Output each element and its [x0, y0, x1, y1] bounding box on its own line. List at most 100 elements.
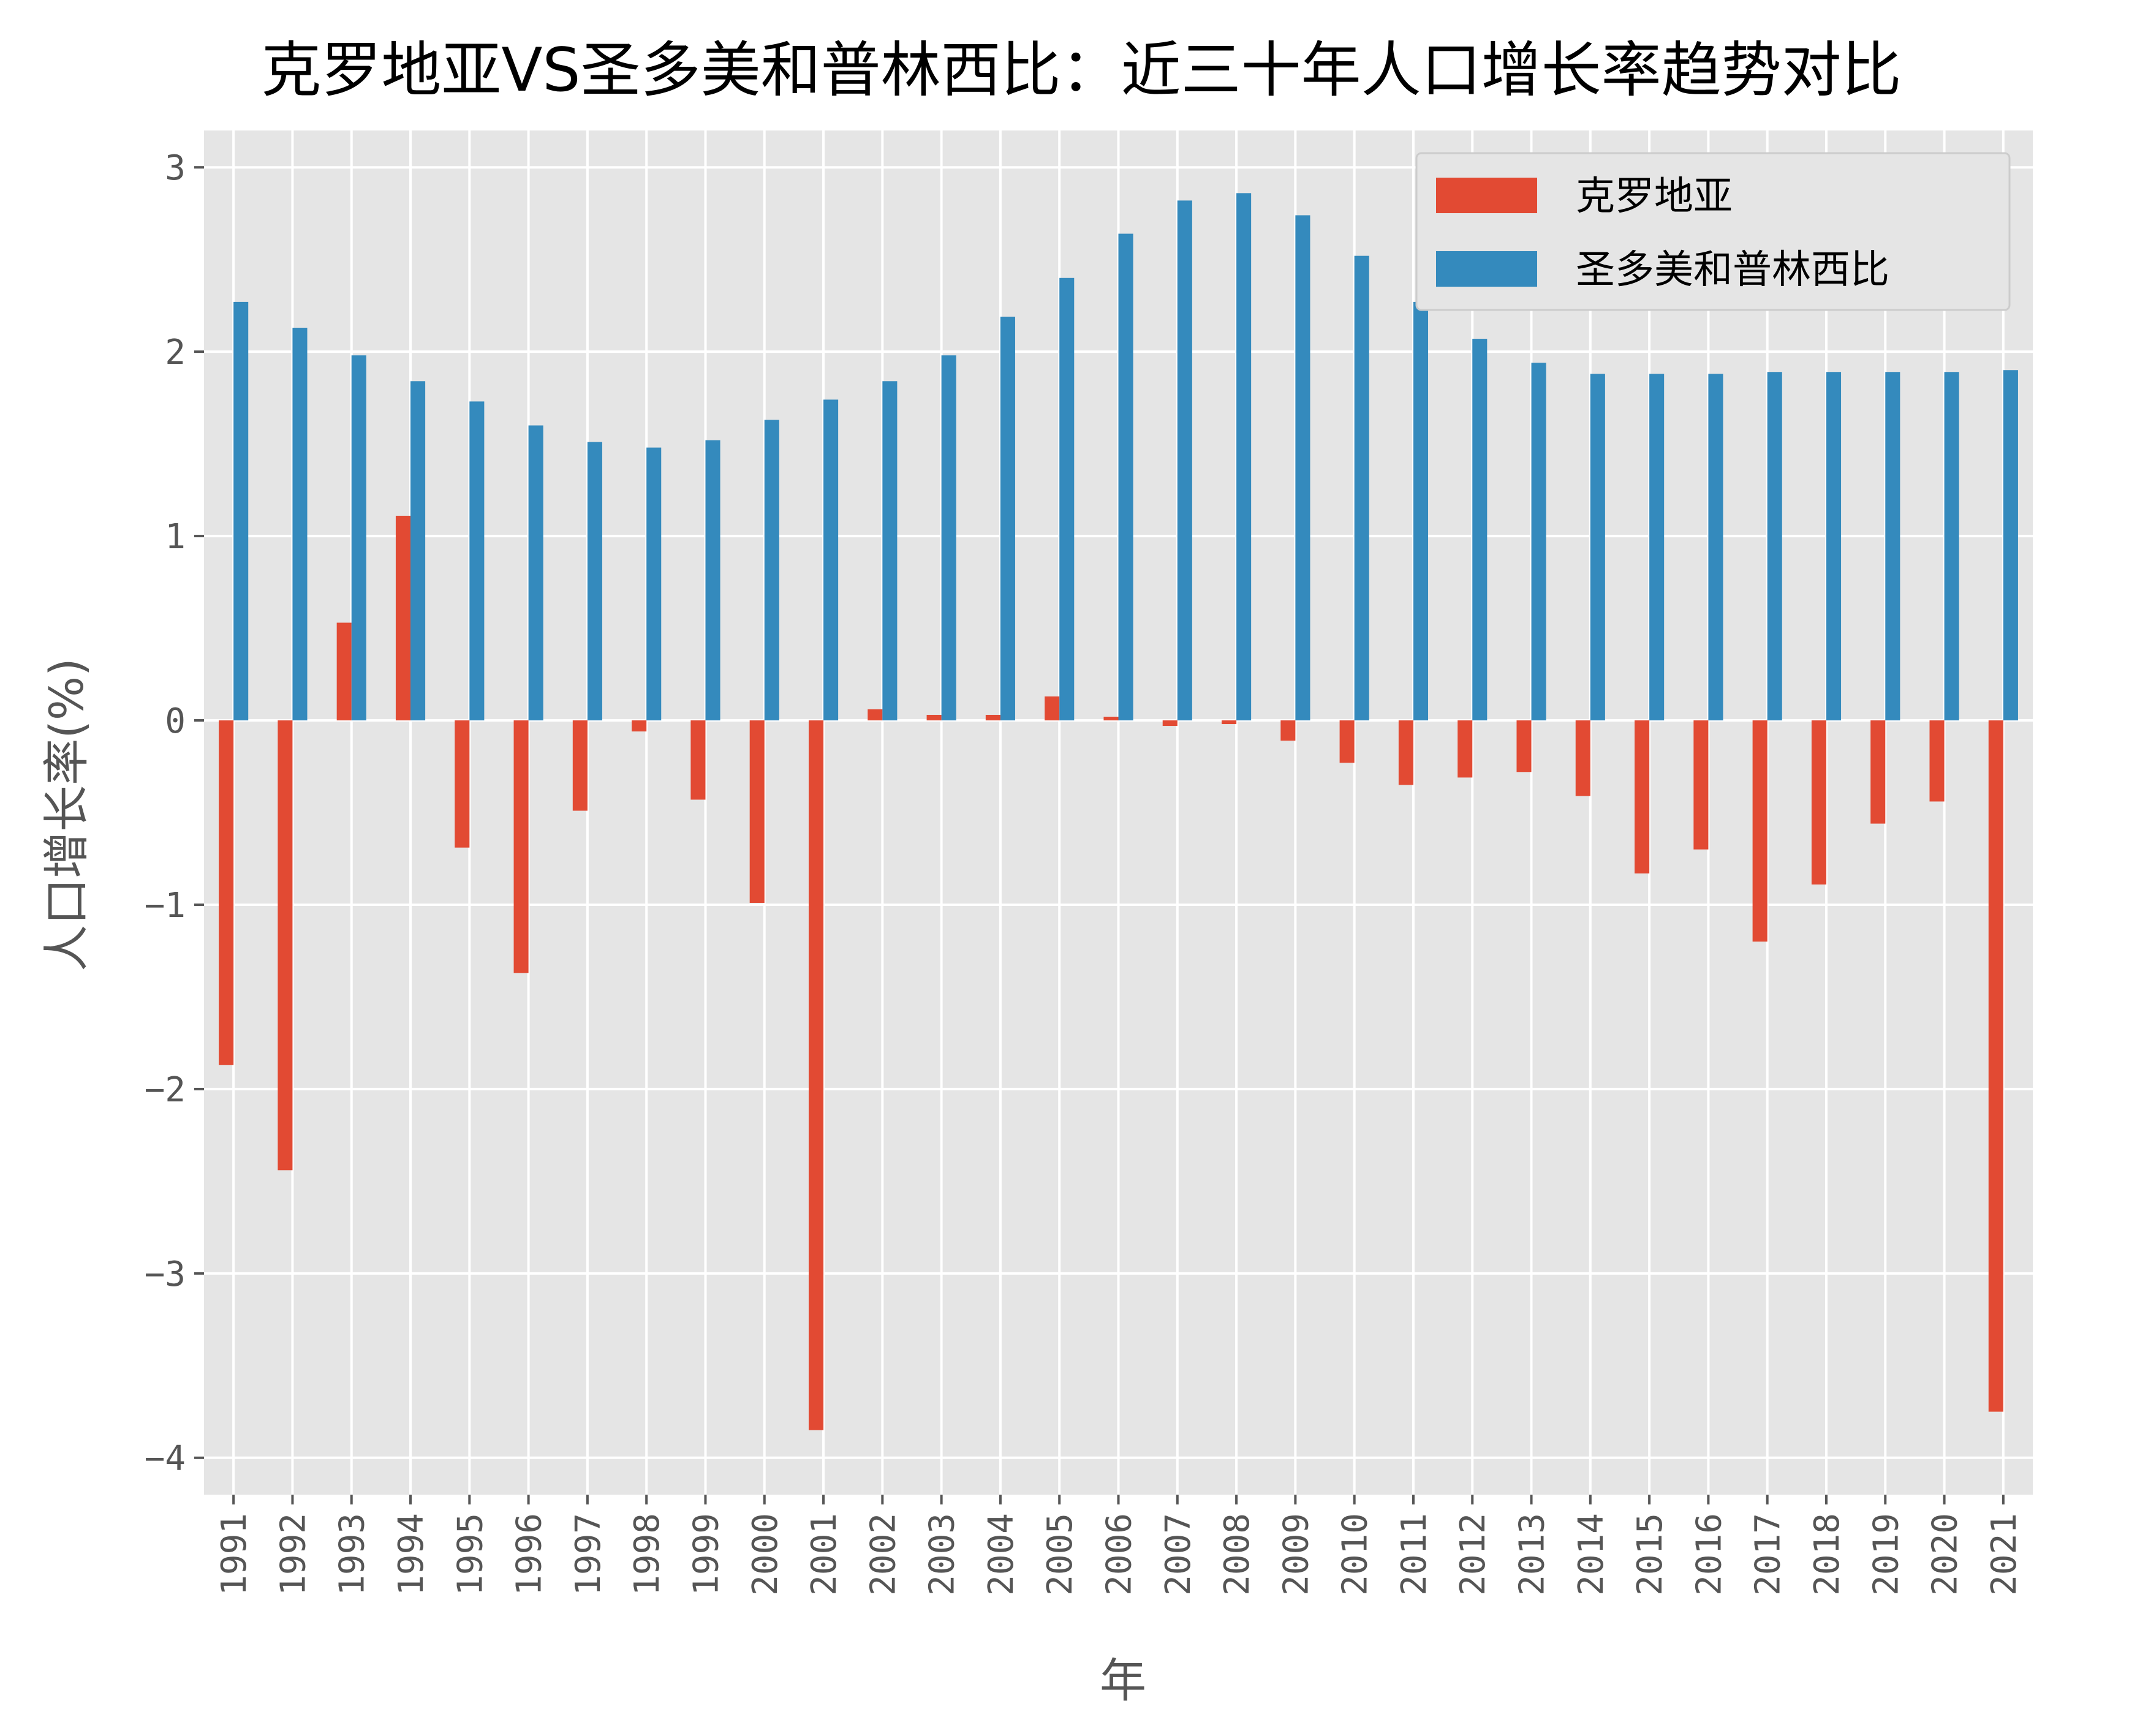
bar-sao-tome [1649, 374, 1665, 721]
legend-frame [1415, 152, 2011, 311]
legend-swatch-croatia [1436, 178, 1537, 213]
bar-sao-tome [764, 420, 779, 721]
x-tick-label: 1994 [391, 1513, 431, 1596]
bar-croatia [1222, 720, 1237, 725]
bar-croatia [278, 720, 293, 1171]
bar-croatia [690, 720, 706, 800]
bar-sao-tome [410, 381, 426, 721]
bar-croatia [513, 720, 529, 973]
bar-croatia [1988, 720, 2003, 1412]
bar-croatia [808, 720, 824, 1430]
x-tick-label: 2015 [1630, 1513, 1670, 1596]
bar-croatia [1811, 720, 1826, 885]
y-axis: 3 2 1 0 −1 −2 −3 −4 [145, 148, 204, 1479]
x-tick-label: 2020 [1926, 1513, 1965, 1596]
legend: 克罗地亚 圣多美和普林西比 [1415, 152, 2011, 311]
bar-sao-tome [469, 401, 485, 721]
bar-croatia [572, 720, 588, 811]
bar-croatia [1575, 720, 1590, 796]
bar-sao-tome [1531, 363, 1546, 721]
bar-croatia [395, 515, 411, 721]
bar-croatia [1398, 720, 1413, 785]
x-tick-label: 2021 [1984, 1513, 2024, 1596]
bar-croatia [1752, 720, 1768, 942]
y-tick-label: −3 [145, 1255, 186, 1294]
bar-sao-tome [233, 301, 249, 721]
x-tick-label: 2002 [863, 1513, 903, 1596]
bar-sao-tome [1472, 339, 1488, 721]
bar-sao-tome [292, 328, 308, 721]
legend-swatch-sao-tome [1436, 251, 1537, 287]
x-tick-label: 2013 [1513, 1513, 1552, 1596]
bar-sao-tome [1000, 316, 1015, 721]
bar-croatia [1516, 720, 1532, 772]
x-tick-label: 1996 [510, 1513, 550, 1596]
x-tick-label: 1993 [333, 1513, 372, 1596]
x-tick-label: 2011 [1394, 1513, 1434, 1596]
y-tick-label: 0 [165, 701, 186, 741]
x-tick-label: 2016 [1689, 1513, 1729, 1596]
bar-croatia [1162, 720, 1178, 726]
x-tick-label: 1995 [450, 1513, 490, 1596]
x-tick-label: 2000 [746, 1513, 785, 1596]
legend-label-croatia: 克罗地亚 [1576, 174, 1733, 219]
x-tick-label: 2001 [804, 1513, 844, 1596]
bar-sao-tome [1826, 372, 1842, 721]
x-tick-label: 1992 [273, 1513, 313, 1596]
bar-sao-tome [1059, 277, 1075, 721]
bar-croatia [455, 720, 470, 848]
x-tick-label: 2005 [1040, 1513, 1080, 1596]
x-axis-label: 年 [1100, 1653, 1146, 1708]
x-tick-label: 1991 [214, 1513, 254, 1596]
bar-sao-tome [1590, 374, 1605, 721]
bar-sao-tome [1885, 372, 1900, 721]
x-tick-label: 2017 [1749, 1513, 1788, 1596]
bar-croatia [749, 720, 765, 903]
y-tick-label: 1 [165, 517, 186, 557]
bar-croatia [1929, 720, 1945, 802]
bar-croatia [1339, 720, 1355, 763]
x-tick-label: 2014 [1571, 1513, 1611, 1596]
chart-title: 克罗地亚VS圣多美和普林西比：近三十年人口增长率趋势对比 [261, 36, 1901, 105]
bar-croatia [985, 714, 1000, 721]
y-tick-label: 3 [165, 148, 186, 188]
bar-croatia [1280, 720, 1296, 741]
bar-sao-tome [1295, 215, 1310, 721]
bar-sao-tome [823, 399, 839, 721]
x-tick-label: 2012 [1453, 1513, 1493, 1596]
bar-croatia [632, 720, 647, 732]
x-tick-label: 2004 [981, 1513, 1021, 1596]
bar-sao-tome [587, 442, 602, 721]
x-tick-label: 1997 [569, 1513, 608, 1596]
bar-croatia [868, 709, 883, 721]
x-tick-label: 2008 [1217, 1513, 1257, 1596]
bar-sao-tome [1236, 193, 1252, 721]
y-tick-label: −2 [145, 1070, 186, 1110]
y-axis-label: 人口增长率(%) [39, 658, 94, 972]
x-tick-label: 2003 [923, 1513, 962, 1596]
bar-sao-tome [1118, 233, 1133, 721]
bar-croatia [1693, 720, 1709, 850]
bar-croatia [336, 622, 352, 721]
bar-croatia [926, 714, 942, 721]
bar-croatia [219, 720, 234, 1065]
x-tick-label: 1998 [627, 1513, 667, 1596]
bar-sao-tome [941, 355, 956, 721]
bar-sao-tome [1354, 255, 1369, 721]
x-tick-label: 2006 [1100, 1513, 1140, 1596]
bar-croatia [1870, 720, 1886, 824]
bar-croatia [1458, 720, 1473, 778]
bar-sao-tome [351, 355, 366, 721]
x-tick-label: 2018 [1807, 1513, 1847, 1596]
bar-croatia [1045, 696, 1060, 721]
x-tick-label: 2010 [1336, 1513, 1375, 1596]
legend-label-sao-tome: 圣多美和普林西比 [1576, 247, 1889, 293]
bar-croatia [1635, 720, 1650, 874]
x-tick-label: 1999 [686, 1513, 726, 1596]
bar-sao-tome [1708, 374, 1723, 721]
x-tick-label: 2019 [1866, 1513, 1906, 1596]
bars [219, 193, 2018, 1430]
bar-sao-tome [1767, 372, 1782, 721]
bar-sao-tome [646, 447, 662, 721]
